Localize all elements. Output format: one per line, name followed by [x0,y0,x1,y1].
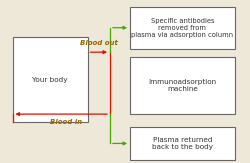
Bar [130,7,235,49]
Text: Plasma returned
back to the body: Plasma returned back to the body [152,137,213,150]
Bar [12,37,88,122]
Text: Blood out: Blood out [80,40,118,46]
Text: Your body: Your body [32,77,68,83]
Text: Blood in: Blood in [50,119,82,125]
Text: Immunoadsorption
machine: Immunoadsorption machine [148,79,216,92]
Bar [130,57,235,114]
Bar [130,127,235,160]
Text: Specific antibodies
removed from
plasma via adsorption column: Specific antibodies removed from plasma … [132,18,234,38]
